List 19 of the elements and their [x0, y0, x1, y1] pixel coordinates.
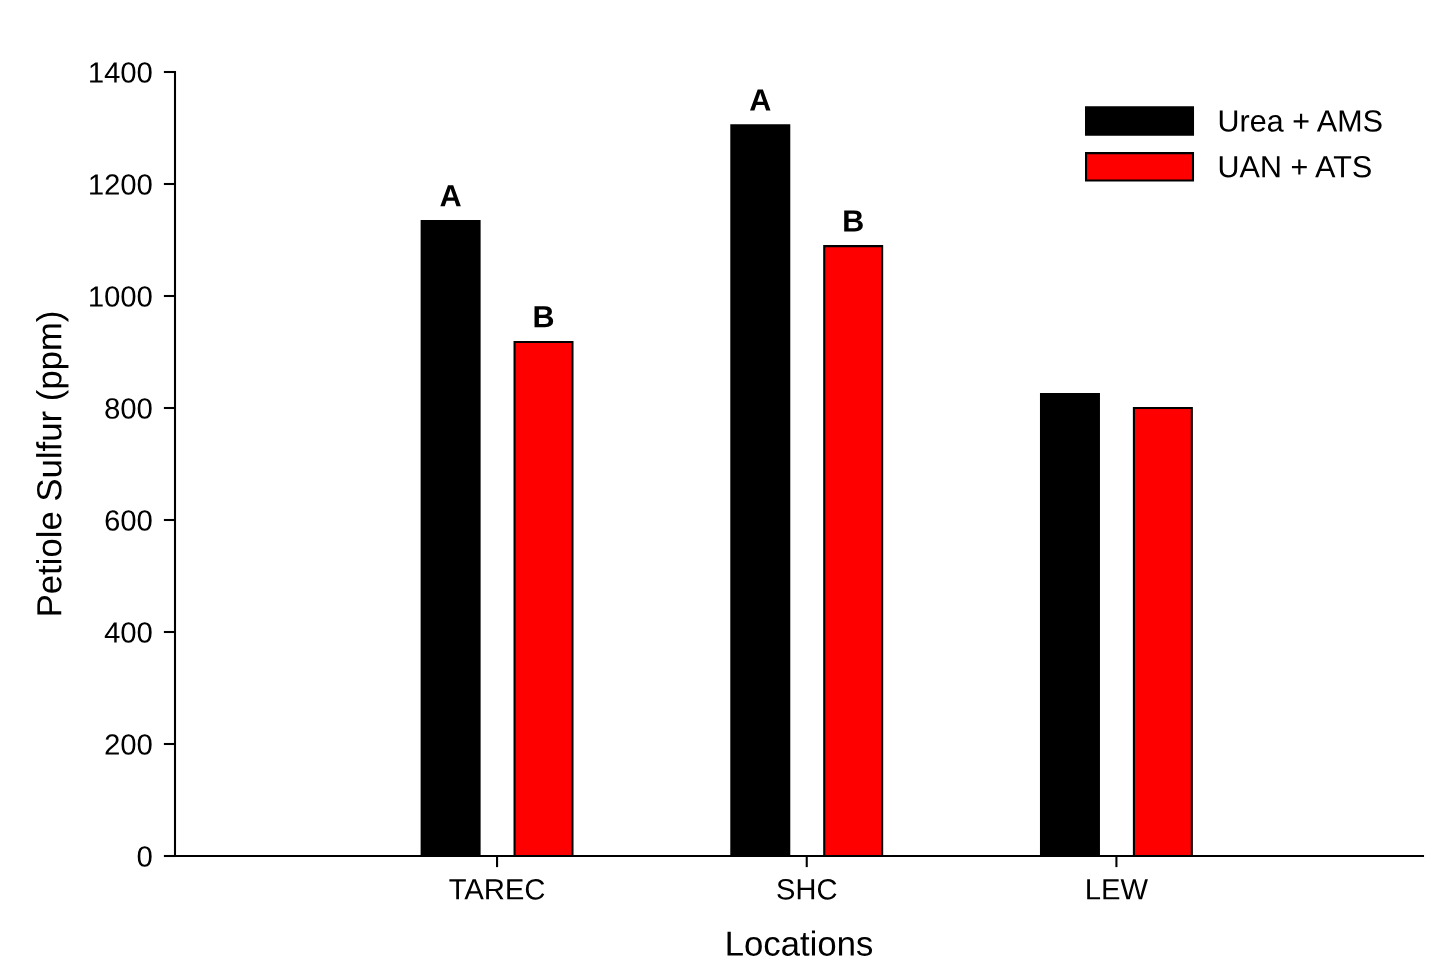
- y-tick-label: 400: [104, 622, 152, 643]
- y-tick-label: 1000: [90, 286, 152, 307]
- y-tick-label: 600: [105, 510, 152, 531]
- y-tick-label: 1200: [90, 174, 152, 195]
- y-tick-label: 800: [105, 398, 152, 419]
- x-axis-title: Locations: [727, 930, 873, 956]
- x-tick-label: TAREC: [449, 878, 545, 900]
- data-label: B: [844, 210, 863, 232]
- x-tick-label: SHC: [777, 878, 837, 900]
- y-tick-label: 0: [137, 846, 152, 867]
- y-tick-label: 200: [105, 734, 152, 755]
- legend-label: Urea + AMS: [1219, 110, 1382, 132]
- y-axis-title: Petiole Sulfur (ppm): [36, 312, 69, 615]
- data-label: A: [440, 185, 461, 207]
- data-label: A: [750, 89, 771, 111]
- data-label: B: [534, 306, 554, 328]
- x-tick-label: LEW: [1087, 879, 1148, 900]
- y-tick-label: 1400: [90, 62, 152, 83]
- legend-label: UAN + ATS: [1219, 155, 1371, 178]
